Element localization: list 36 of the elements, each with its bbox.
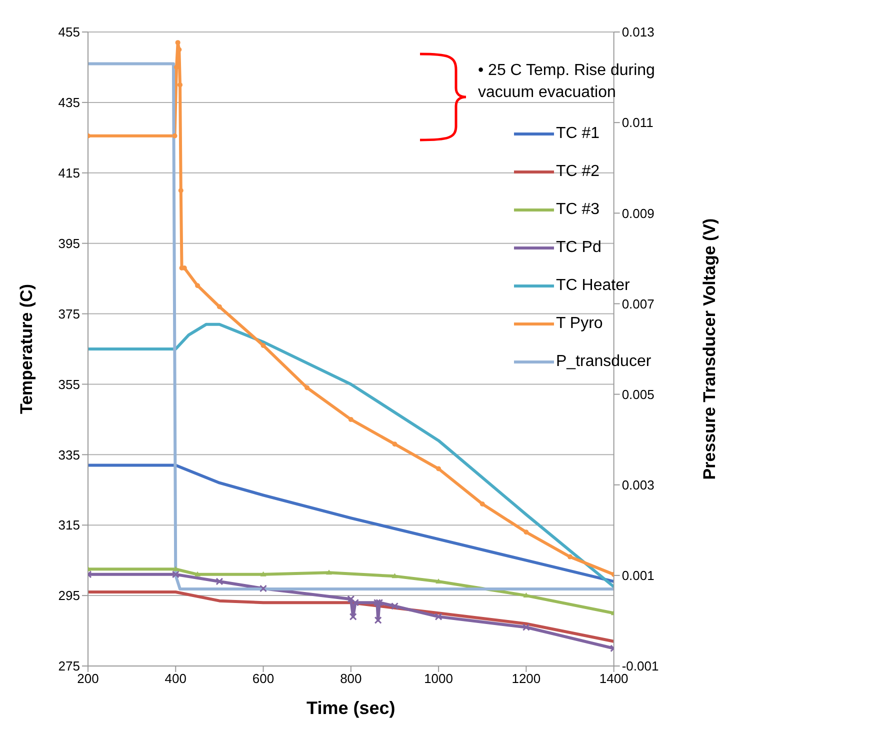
- y2-tick-label: 0.013: [622, 24, 654, 40]
- legend-label: TC Heater: [556, 277, 630, 295]
- y-axis-title: Temperature (C): [17, 284, 36, 414]
- y-tick-label: 415: [58, 166, 80, 181]
- y2-tick-label: 0.009: [622, 206, 654, 221]
- x-tick-label: 1000: [424, 671, 454, 686]
- y-tick-label: 455: [58, 24, 80, 40]
- y2-tick-label: 0.003: [622, 477, 654, 492]
- x-tick-label: 1400: [599, 671, 628, 686]
- legend-label: P_transducer: [556, 353, 652, 371]
- y-tick-label: 315: [58, 518, 80, 533]
- annotation: • 25 C Temp. Rise during vacuum evacuation: [478, 61, 656, 103]
- legend-label: TC #3: [556, 201, 600, 219]
- x-tick-label: 800: [340, 671, 362, 686]
- x-tick-label: 1200: [512, 671, 541, 686]
- y2-axis-title: Pressure Transducer Voltage (V): [700, 218, 719, 480]
- x-tick-label: 200: [77, 671, 99, 686]
- y-tick-label: 395: [58, 236, 80, 251]
- legend-label: T Pyro: [556, 315, 603, 333]
- legend-label: TC Pd: [556, 239, 602, 257]
- y-tick-label: 435: [58, 95, 80, 110]
- y-tick-label: 295: [58, 588, 80, 604]
- y2-tick-label: 0.007: [622, 296, 654, 312]
- y2-tick-label: 0.001: [622, 568, 654, 584]
- y2-tick-label: -0.001: [622, 658, 659, 674]
- y-tick-label: 355: [58, 376, 80, 392]
- legend-label: TC #1: [556, 125, 600, 143]
- legend-label: TC #2: [556, 163, 600, 181]
- x-tick-label: 600: [252, 671, 274, 686]
- y2-tick-label: 0.011: [622, 115, 654, 130]
- y-tick-label: 335: [58, 447, 80, 462]
- x-axis-title: Time (sec): [306, 698, 396, 718]
- y-tick-label: 375: [58, 306, 80, 322]
- y-tick-label: 275: [58, 658, 80, 674]
- x-tick-label: 400: [164, 671, 186, 686]
- y2-tick-label: 0.005: [622, 386, 654, 402]
